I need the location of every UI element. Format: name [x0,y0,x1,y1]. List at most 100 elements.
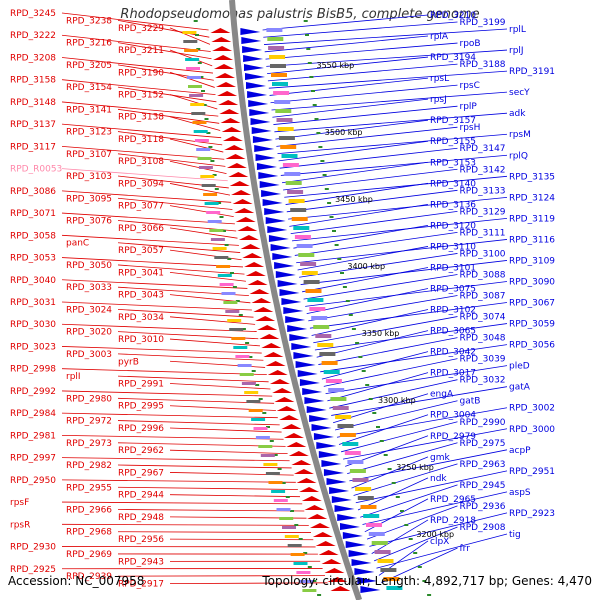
right-connector [267,56,429,75]
forward-gene-label: rpsL [430,74,449,84]
annotation-stripe [344,451,361,455]
reverse-gene-label: RPD_3103 [66,172,112,182]
forward-gene-arrow [245,73,265,80]
forward-gene-arrow [357,577,378,584]
forward-gene-label: RPD_3110 [430,242,476,252]
reverse-gene-arrow [283,433,304,438]
left-connector [61,412,278,419]
annotation-stripe [296,244,313,248]
reverse-gene-label: RPD_2925 [10,565,56,575]
forward-gene-arrow [255,154,276,161]
annotation-stripe [363,514,380,518]
right-connector [314,323,508,351]
inner-tick [195,34,199,36]
annotation-stripe [368,532,385,536]
inner-tick [245,342,250,344]
outer-tick [332,230,336,232]
forward-gene-label: RPD_3109 [509,256,555,266]
left-connector [169,538,314,541]
reverse-gene-arrow [231,190,252,195]
annotation-stripe [212,247,227,250]
left-connector [61,323,257,332]
forward-gene-label: rplQ [509,151,528,161]
forward-gene-label: RPD_3116 [509,235,555,245]
right-connector [311,309,429,336]
reverse-gene-label: rpsF [10,498,29,508]
reverse-strand-labels: RPD_3245 RPD_3238 RPD_3229 RPD_3222 RPD_3216… [10,9,164,590]
reverse-gene-label: RPD_3077 [118,202,164,212]
right-connector [376,533,508,569]
left-connector [169,205,234,218]
outer-tick [413,552,418,554]
forward-gene-label: RPD_2918 [430,516,476,526]
forward-gene-label: acpP [509,446,531,456]
left-connector [61,234,239,246]
forward-gene-label: rplA [430,32,449,42]
reverse-gene-arrow [214,64,234,69]
inner-tick [224,244,229,246]
reverse-gene-label: RPD_2968 [66,528,112,538]
inner-tick [241,328,246,330]
annotation-stripe [203,193,218,196]
left-connector [169,94,218,110]
annotation-stripe [194,139,209,142]
right-connector [284,175,508,198]
reverse-gene-arrow [318,550,339,555]
forward-gene-label: rpsC [460,81,480,91]
forward-gene-label: RPD_3101 [430,263,476,273]
right-connector [381,547,458,584]
right-connector [281,161,429,184]
left-connector [61,501,303,505]
annotation-stripe [313,325,330,329]
forward-gene-arrow [351,559,372,566]
forward-gene-arrow [291,343,312,350]
reverse-gene-label: RPD_3041 [118,268,164,278]
forward-gene-label: RPD_3074 [460,313,506,323]
outer-tick [305,34,309,36]
reverse-gene-arrow [232,199,253,204]
inner-tick [317,594,322,596]
left-connector [61,145,225,160]
left-connector [169,338,261,347]
annotation-stripe [335,415,352,419]
annotation-stripe [300,262,317,266]
outer-tick [345,300,350,302]
forward-gene-label: RPD_2923 [509,509,555,519]
scale-label: 3350 kbp [362,329,400,338]
annotation-stripe [206,211,221,214]
forward-gene-arrow [342,532,363,539]
forward-gene-label: RPD_3067 [509,299,555,309]
forward-gene-arrow [340,523,360,530]
outer-tick [348,314,353,316]
forward-gene-label: pleD [509,362,530,372]
left-connector [61,212,235,225]
reverse-gene-label: RPD_3141 [66,105,112,115]
annotation-stripe [223,301,238,304]
right-connector [309,302,508,329]
inner-tick [307,566,312,568]
left-connector [117,464,292,469]
inner-tick [258,398,263,400]
reverse-gene-label: RPD_2984 [10,409,56,419]
forward-gene-label: aspS [509,488,531,498]
outer-tick [365,384,370,386]
right-connector [267,63,458,82]
inner-tick [232,286,237,288]
left-connector [61,79,216,96]
annotation-stripe [296,571,311,574]
forward-gene-label: RPD_2945 [460,481,506,491]
right-connector [264,35,429,53]
annotation-stripe [282,163,299,167]
outer-tick [320,160,325,162]
reverse-gene-arrow [224,145,245,150]
annotation-stripe [201,184,216,187]
right-connector [271,91,508,111]
left-connector [61,390,273,397]
reverse-gene-arrow [330,586,351,591]
left-connector [61,257,244,268]
reverse-gene-label: RPD_3222 [10,31,56,41]
annotation-stripe [190,103,205,106]
annotation-stripe [360,505,377,509]
left-connector [169,383,271,390]
reverse-gene-arrow [225,154,246,159]
